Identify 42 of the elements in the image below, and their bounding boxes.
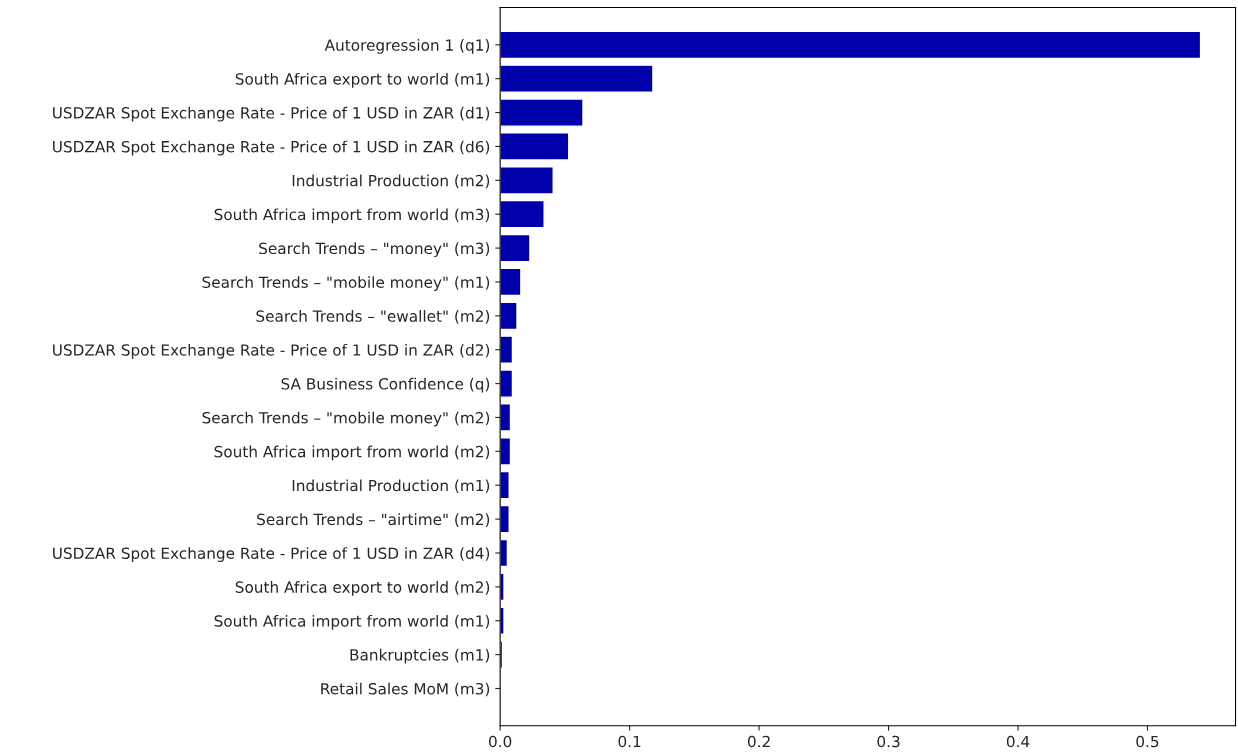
bar [500,437,512,466]
bar [500,30,1202,60]
y-tick-label: Search Trends – "airtime" (m2) [257,513,490,527]
y-tick-label: USDZAR Spot Exchange Rate - Price of 1 USD in ZAR (d6) [53,140,490,156]
y-tick-label: South Africa import from world (m3) [214,208,490,224]
y-tick-label: Industrial Production (m1) [292,479,490,494]
bar [500,132,570,161]
bar [500,301,518,331]
bar [500,233,531,263]
y-tick-label: Industrial Production (m2) [292,174,490,189]
x-tick-label: 0.0 [489,735,512,748]
bar [500,504,510,534]
x-tick-label: 0.4 [1006,735,1030,748]
y-tick-label: South Africa import from world (m2) [214,445,490,461]
bar [500,403,512,432]
y-tick-label: Search Trends – "mobile money" (m2) [202,411,490,427]
y-tick-label: South Africa export to world (m1) [235,72,490,88]
y-tick-label: USDZAR Spot Exchange Rate - Price of 1 USD in ZAR (d1) [53,106,490,122]
y-tick-label: Retail Sales MoM (m3) [321,682,490,697]
y-tick-label: South Africa import from world (m1) [214,614,490,630]
x-tick-label: 0.2 [747,735,770,748]
y-tick-label: Autoregression 1 (q1) [324,39,490,54]
y-tick-label: Search Trends – "mobile money" (m1) [202,276,490,291]
bar [500,199,545,229]
x-tick-label: 0.1 [618,735,641,748]
y-tick-label: Search Trends – "ewallet" (m2) [256,310,490,324]
y-tick-label: USDZAR Spot Exchange Rate - Price of 1 USD in ZAR (d4) [53,547,490,562]
bar [500,64,654,93]
y-tick-label: Bankruptcies (m1) [350,648,490,664]
y-tick-label: South Africa export to world (m2) [235,581,490,596]
x-tick-label: 0.5 [1136,735,1159,748]
x-tick-label: 0.3 [877,735,900,748]
y-tick-label: Search Trends – "money" (m3) [259,242,490,258]
bar [500,335,514,364]
y-tick-label: USDZAR Spot Exchange Rate - Price of 1 USD in ZAR (d2) [53,343,490,359]
bar [500,267,522,297]
bar [500,470,510,500]
bar [500,606,505,635]
bar [500,166,554,195]
bar [500,98,584,127]
y-tick-label: SA Business Confidence (q) [281,377,490,393]
bar [500,369,514,398]
